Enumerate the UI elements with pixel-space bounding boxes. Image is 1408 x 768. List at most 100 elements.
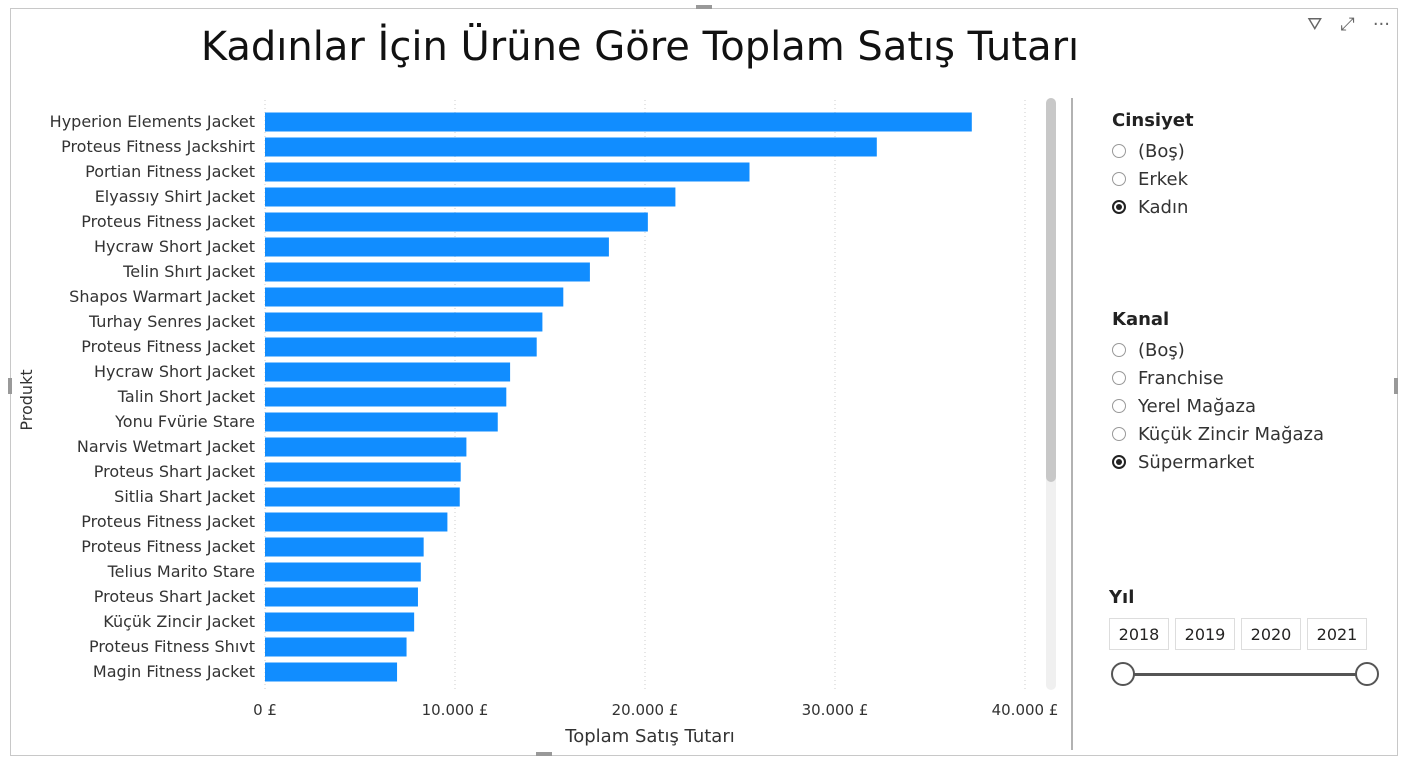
bar[interactable] [265, 587, 418, 607]
y-tick-label: Hycraw Short Jacket [94, 237, 255, 256]
resize-handle-right[interactable] [1394, 378, 1398, 394]
bar[interactable] [265, 387, 507, 407]
option-label: Yerel Mağaza [1138, 395, 1256, 417]
bar[interactable] [265, 537, 424, 557]
filter-icon[interactable]: ⛛ [1307, 14, 1323, 35]
y-tick-label: Proteus Fitness Jacket [81, 212, 255, 231]
slider-thumb-end[interactable] [1355, 662, 1379, 686]
resize-handle-top[interactable] [696, 5, 712, 9]
bar[interactable] [265, 187, 676, 207]
x-axis-title: Toplam Satış Tutarı [564, 726, 734, 747]
y-tick-label: Proteus Fitness Jacket [81, 337, 255, 356]
slicer-option[interactable]: Yerel Mağaza [1112, 392, 1324, 420]
bar-chart: Hyperion Elements Jacket Proteus Fitness … [17, 98, 1073, 750]
focus-mode-icon[interactable]: ⤢ [1340, 14, 1355, 35]
x-tick-label: 10.000 £ [422, 701, 489, 719]
option-label: Küçük Zincir Mağaza [1138, 423, 1325, 445]
slider-track [1121, 673, 1367, 676]
y-tick-label: Shapos Warmart Jacket [69, 287, 255, 306]
bar[interactable] [265, 212, 648, 232]
y-tick-label: Portian Fitness Jacket [85, 162, 255, 181]
bar[interactable] [265, 512, 448, 532]
y-tick-label: Proteus Shart Jacket [94, 587, 255, 606]
bar[interactable] [265, 662, 398, 682]
bar[interactable] [265, 237, 609, 257]
slicer-option[interactable]: (Boş) [1112, 336, 1324, 364]
slicer-option[interactable]: Kadın [1112, 193, 1194, 221]
bar[interactable] [265, 262, 590, 282]
y-tick-label: Yonu Fvürie Stare [114, 412, 255, 431]
radio-button[interactable] [1112, 455, 1126, 469]
bar[interactable] [265, 462, 461, 482]
bar[interactable] [265, 637, 407, 657]
radio-button[interactable] [1112, 144, 1126, 158]
year-box[interactable]: 2020 [1241, 618, 1301, 650]
y-tick-label: Proteus Shart Jacket [94, 462, 255, 481]
slicer-option[interactable]: Süpermarket [1112, 448, 1324, 476]
chart-title: Kadınlar İçin Ürüne Göre Toplam Satış Tu… [200, 24, 1080, 70]
radio-button[interactable] [1112, 172, 1126, 186]
option-label: (Boş) [1138, 140, 1185, 162]
x-tick-label: 20.000 £ [612, 701, 679, 719]
bar[interactable] [265, 287, 564, 307]
bar[interactable] [265, 162, 750, 182]
bar[interactable] [265, 137, 877, 157]
radio-button[interactable] [1112, 200, 1126, 214]
y-tick-label: Telius Marito Stare [107, 562, 255, 581]
radio-button[interactable] [1112, 427, 1126, 441]
option-label: Erkek [1138, 168, 1189, 190]
x-tick-label: 30.000 £ [802, 701, 869, 719]
radio-button[interactable] [1112, 399, 1126, 413]
slicer-option[interactable]: Küçük Zincir Mağaza [1112, 420, 1324, 448]
scrollbar-thumb[interactable] [1046, 98, 1056, 482]
bar[interactable] [265, 362, 511, 382]
slicer-option[interactable]: Franchise [1112, 364, 1324, 392]
y-tick-label: Proteus Fitness Jacket [81, 512, 255, 531]
x-tick-label: 40.000 £ [992, 701, 1059, 719]
slicer-option[interactable]: Erkek [1112, 165, 1194, 193]
year-range-slider[interactable] [1109, 660, 1379, 690]
y-tick-label: Magin Fitness Jacket [93, 662, 255, 681]
y-tick-label: Narvis Wetmart Jacket [77, 437, 255, 456]
year-box[interactable]: 2021 [1307, 618, 1367, 650]
y-tick-label: Proteus Fitness Jackshirt [61, 137, 255, 156]
bar[interactable] [265, 437, 467, 457]
year-slicer: Yıl 2018 2019 2020 2021 [1109, 587, 1379, 690]
slicer-title: Cinsiyet [1112, 110, 1194, 131]
y-tick-label: Proteus Fitness Shıvt [89, 637, 255, 656]
gender-slicer: Cinsiyet (Boş) Erkek Kadın [1112, 110, 1194, 221]
y-tick-label: Proteus Fitness Jacket [81, 537, 255, 556]
bar[interactable] [265, 337, 537, 357]
option-label: Franchise [1138, 367, 1224, 389]
option-label: (Boş) [1138, 339, 1185, 361]
radio-button[interactable] [1112, 371, 1126, 385]
x-tick-label: 0 £ [253, 701, 277, 719]
year-box[interactable]: 2019 [1175, 618, 1235, 650]
y-tick-label: Hycraw Short Jacket [94, 362, 255, 381]
bar[interactable] [265, 412, 498, 432]
resize-handle-bottom[interactable] [536, 752, 552, 756]
resize-handle-left[interactable] [8, 378, 12, 394]
year-box[interactable]: 2018 [1109, 618, 1169, 650]
option-label: Kadın [1138, 196, 1189, 218]
bar[interactable] [265, 612, 415, 632]
y-tick-label: Hyperion Elements Jacket [50, 112, 255, 131]
more-options-icon[interactable]: ··· [1372, 14, 1390, 35]
option-label: Süpermarket [1138, 451, 1255, 473]
y-tick-label: Elyassıy Shirt Jacket [95, 187, 255, 206]
y-tick-label: Talin Short Jacket [117, 387, 255, 406]
y-tick-label: Telin Shırt Jacket [122, 262, 255, 281]
channel-slicer: Kanal (Boş) Franchise Yerel Mağaza Küçük Zi… [1112, 309, 1324, 476]
y-tick-label: Sitlia Shart Jacket [114, 487, 255, 506]
bar[interactable] [265, 562, 421, 582]
bar[interactable] [265, 312, 543, 332]
bar[interactable] [265, 112, 972, 132]
slicer-title: Yıl [1109, 587, 1135, 608]
bar[interactable] [265, 487, 460, 507]
radio-button[interactable] [1112, 343, 1126, 357]
slicer-title: Kanal [1112, 309, 1170, 330]
slicer-option[interactable]: (Boş) [1112, 137, 1194, 165]
y-tick-label: Turhay Senres Jacket [88, 312, 255, 331]
slider-thumb-start[interactable] [1111, 662, 1135, 686]
y-axis-title: Produkt [17, 369, 36, 430]
